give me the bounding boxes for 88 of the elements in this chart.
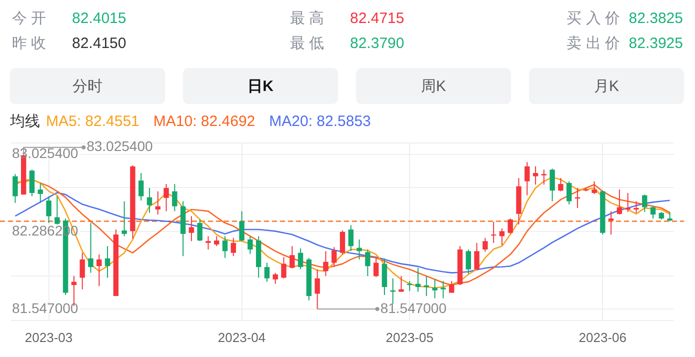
candlestick (54, 196, 60, 225)
candlestick (356, 238, 362, 260)
candlestick (592, 180, 597, 194)
candlestick (616, 189, 622, 216)
text: 昨 收 (12, 35, 46, 53)
x-tick-label: 2023-05 (386, 330, 434, 345)
candlestick (634, 200, 639, 214)
candlestick (482, 237, 488, 252)
candlestick (164, 184, 169, 212)
candlestick (323, 250, 328, 277)
candlestick (474, 242, 480, 271)
candlestick (625, 192, 630, 212)
candlestick (88, 222, 94, 274)
candlestick (499, 228, 505, 246)
candlestick (206, 236, 211, 250)
text: 82.4015 (72, 10, 126, 28)
text: 82.4715 (350, 10, 404, 28)
x-tick-label: 2023-06 (578, 330, 627, 345)
text: 卖 出 价 (566, 35, 620, 53)
text: 日K (183, 68, 338, 104)
candlestick (281, 256, 286, 279)
text: 最 低 (290, 35, 324, 53)
text: MA5: 82.4551 (46, 113, 140, 130)
candlestick (104, 246, 110, 278)
candlestick (532, 166, 538, 186)
candlestick (608, 210, 614, 236)
candlestick (524, 162, 530, 196)
candlestick (466, 248, 471, 274)
candlestick (541, 169, 547, 186)
candlestick (298, 248, 304, 270)
x-tick-label: 2023-03 (24, 330, 73, 345)
candlestick (340, 230, 346, 255)
annotation: 83.025400 (86, 138, 153, 154)
candlestick (550, 168, 555, 202)
candlestick (432, 278, 438, 299)
candlestick (248, 236, 253, 254)
text: MA10: 82.4692 (153, 113, 256, 130)
candlestick (12, 174, 18, 204)
candlestick (46, 196, 52, 224)
candlestick (365, 248, 370, 277)
candlestick (440, 280, 446, 299)
text: 周K (356, 68, 511, 104)
candlestick (197, 218, 202, 242)
candlestick (146, 187, 152, 214)
candlestick (314, 268, 320, 310)
candlestick (222, 236, 228, 258)
candlestick (290, 246, 295, 269)
candlestick (650, 206, 656, 220)
text: 82.4150 (72, 35, 126, 53)
candlestick (80, 252, 85, 290)
text: 82.3790 (350, 35, 404, 53)
annotation: 81.547000 (380, 300, 447, 316)
candlestick (558, 178, 564, 192)
candlestick (642, 194, 648, 212)
text: 买 入 价 (566, 10, 620, 28)
candlestick (122, 200, 127, 237)
candlestick (508, 218, 513, 234)
y-tick-label: 81.547000 (12, 300, 78, 316)
candlestick (230, 237, 236, 257)
candlestick (188, 216, 194, 242)
text: 82.3825 (628, 10, 683, 28)
text: 最 高 (290, 10, 324, 28)
candlestick (332, 246, 337, 268)
candlestick (214, 236, 220, 247)
text: 月K (529, 68, 684, 104)
candlestick (449, 280, 454, 294)
text: 今 开 (12, 10, 46, 28)
candlestick (415, 267, 421, 292)
x-tick-label: 2023-04 (218, 330, 266, 345)
candlestick (490, 221, 496, 244)
candlestick (239, 210, 244, 242)
candlestick (96, 254, 102, 287)
candlestick (138, 172, 144, 202)
text: 分时 (10, 68, 165, 104)
candlestick (264, 262, 270, 282)
legend-title: 均线 (10, 113, 40, 130)
candlestick (172, 184, 178, 212)
candlestick (667, 211, 672, 222)
candlestick (382, 258, 388, 296)
text: 82.3925 (628, 35, 683, 53)
candlestick (38, 182, 43, 204)
candlestick (272, 272, 278, 284)
candlestick (373, 257, 379, 278)
candlestick (29, 169, 35, 197)
candlestick (155, 190, 160, 216)
candlestick (348, 224, 354, 252)
candlestick (566, 180, 572, 206)
text: MA20: 82.5853 (269, 113, 371, 130)
